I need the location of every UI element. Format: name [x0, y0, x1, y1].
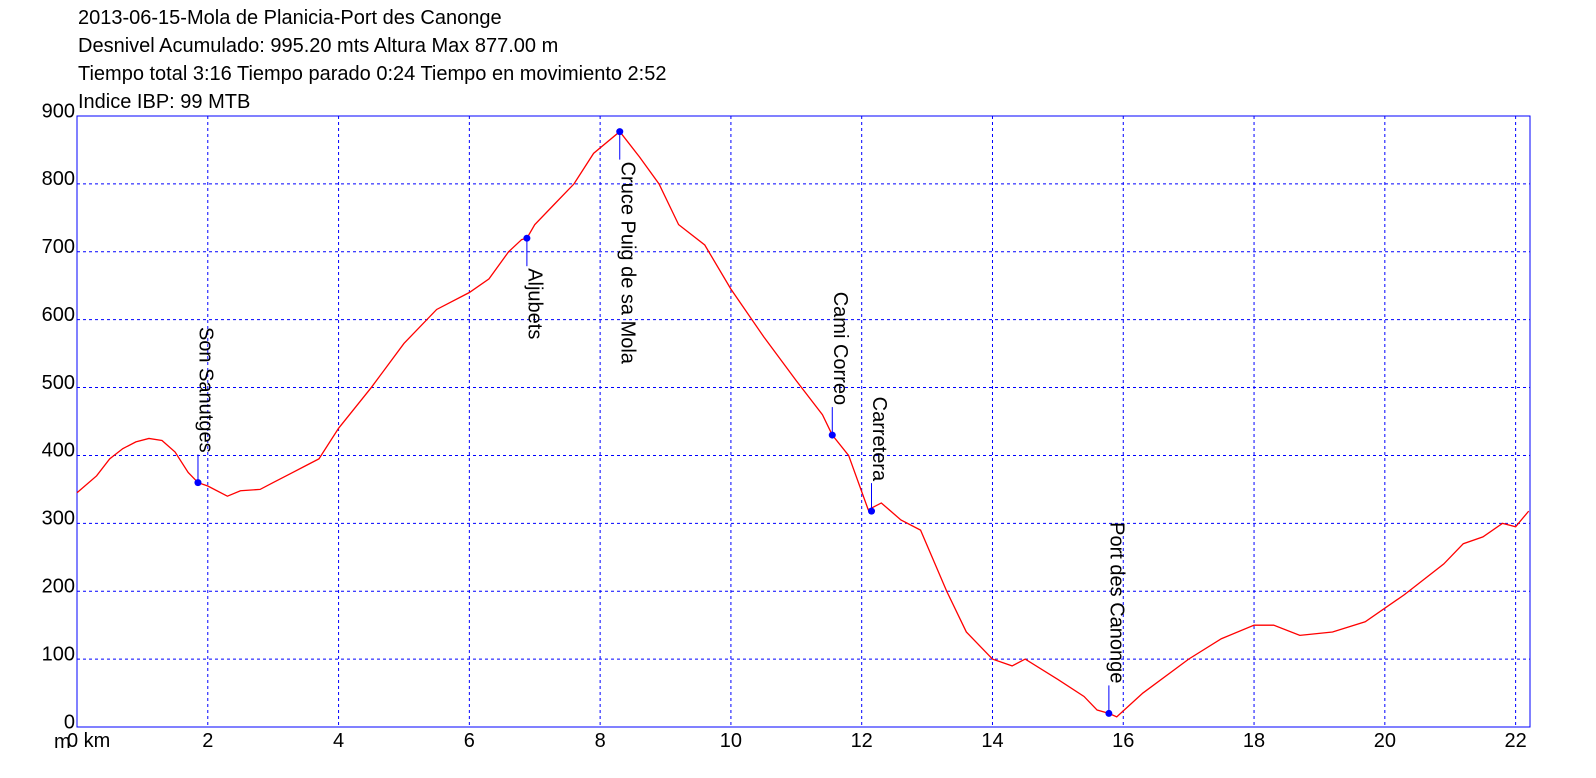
y-axis-label: m — [54, 731, 71, 753]
x-tick-label: 10 — [720, 730, 742, 752]
y-tick-label: 500 — [42, 372, 75, 394]
y-tick-label: 600 — [42, 304, 75, 326]
x-tick-label: 8 — [595, 730, 606, 752]
x-tick-label: 14 — [981, 730, 1003, 752]
x-tick-label: 20 — [1374, 730, 1396, 752]
x-tick-label: 18 — [1243, 730, 1265, 752]
waypoint — [523, 234, 531, 242]
waypoint-label: Carretera — [868, 397, 890, 482]
subtitle: Desnivel Acumulado: 995.20 mts Altura Ma… — [78, 35, 558, 57]
x-tick-label: 6 — [464, 730, 475, 752]
waypoint — [194, 479, 202, 487]
x-tick-label: 4 — [333, 730, 344, 752]
y-tick-label: 800 — [42, 168, 75, 190]
subtitle: Tiempo total 3:16 Tiempo parado 0:24 Tie… — [78, 63, 667, 85]
x-tick-label: 12 — [851, 730, 873, 752]
waypoint-label: Cruce Puig de sa Mola — [616, 162, 638, 365]
x-tick-label: 2 — [202, 730, 213, 752]
waypoint — [1105, 709, 1113, 717]
waypoint-label: Cami Correo — [829, 292, 851, 405]
waypoint — [868, 507, 876, 515]
y-tick-label: 700 — [42, 236, 75, 258]
waypoint — [828, 431, 836, 439]
x-tick-label: 0 km — [67, 730, 110, 752]
x-tick-label: 22 — [1504, 730, 1526, 752]
elevation-line — [76, 130, 1530, 718]
waypoint-label: Port des Canonge — [1106, 522, 1128, 683]
waypoint-label: Aljubets — [524, 268, 546, 339]
plot-frame — [76, 115, 1531, 728]
y-tick-label: 0 — [64, 711, 75, 733]
subtitle: Indice IBP: 99 MTB — [78, 91, 250, 113]
y-tick-label: 900 — [42, 100, 75, 122]
chart-title: 2013-06-15-Mola de Planicia-Port des Can… — [78, 7, 502, 29]
y-tick-label: 100 — [42, 643, 75, 665]
waypoint — [616, 128, 624, 136]
y-tick-label: 200 — [42, 576, 75, 598]
y-tick-label: 300 — [42, 508, 75, 530]
y-tick-label: 400 — [42, 440, 75, 462]
waypoint-label: Son Sanutges — [195, 327, 217, 453]
x-tick-label: 16 — [1112, 730, 1134, 752]
